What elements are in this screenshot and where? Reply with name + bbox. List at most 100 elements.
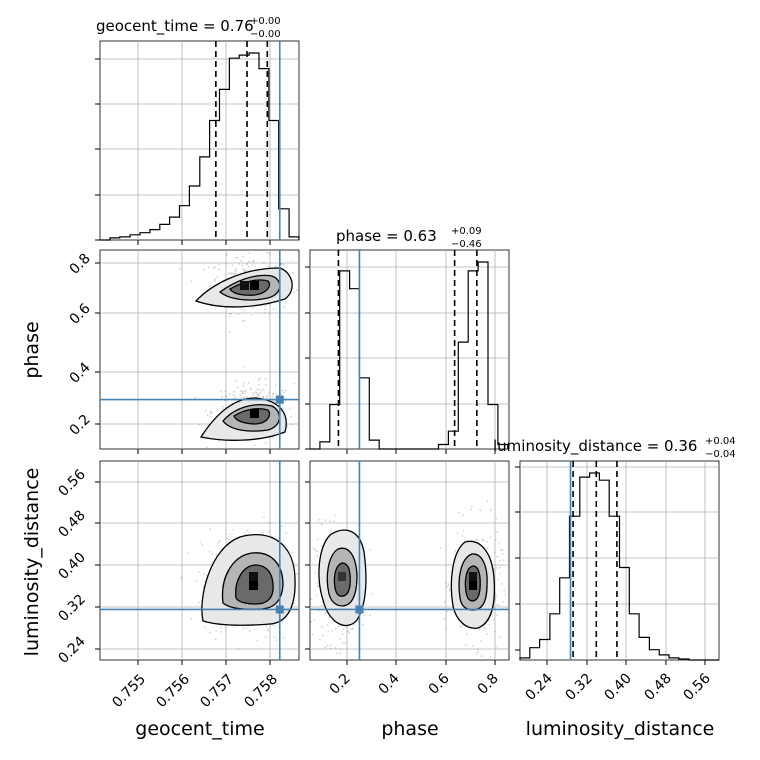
sample-point [267,266,270,268]
sample-point [331,630,334,632]
sample-point [233,394,235,397]
sample-point [197,571,200,574]
density-pixel [469,581,477,590]
sample-point [249,388,252,391]
sample-point [336,652,339,655]
title-luminosity-distance-sub: −0.04 [705,449,736,460]
sample-point [267,629,270,632]
sample-point [246,262,248,265]
sample-point [258,389,261,391]
tick-marks [95,481,271,665]
sample-point [369,549,372,551]
sample-point [346,630,349,633]
sample-point [489,536,492,539]
sample-point [320,604,323,607]
sample-point [232,390,235,393]
quantile-lines-geocent-time [215,41,269,240]
sample-point [228,315,231,318]
x-tick-label: 0.48 [641,670,674,703]
sample-point [209,528,212,531]
sample-point [264,636,267,638]
sample-point [273,624,276,627]
sample-point [271,396,274,399]
sample-point [273,308,275,311]
sample-point [261,390,263,392]
panel-luminosity-distance-vs-phase: 0.2 0.4 0.6 0.8 phase [305,460,510,740]
sample-point [282,637,285,639]
sample-point [481,538,484,541]
sample-point [252,260,254,263]
sample-point [231,272,234,275]
sample-point [470,508,472,511]
sample-point [254,391,257,393]
sample-point [243,381,246,384]
sample-point [264,378,267,380]
sample-point [190,280,193,283]
sample-point [313,619,316,621]
sample-point [293,382,296,385]
sample-point [316,585,319,588]
sample-point [281,621,284,623]
sample-point [214,638,217,641]
sample-point [493,630,496,633]
sample-point [496,645,498,648]
sample-point [221,407,224,410]
sample-point [242,309,245,312]
sample-point [497,579,499,581]
sample-point [224,390,227,393]
sample-point [482,539,485,542]
sample-point [291,259,294,262]
sample-point [236,249,239,251]
title-luminosity-distance-sup: +0.04 [705,436,736,447]
x-axis-label-phase: phase [381,718,438,740]
sample-point [342,627,345,630]
sample-point [498,541,501,544]
histogram-geocent-time [100,52,300,241]
grid [310,250,509,449]
sample-point [353,624,356,626]
sample-point [503,589,506,592]
sample-point [458,511,460,514]
sample-point [445,628,447,630]
sample-point [190,618,193,620]
y-tick-label: 0.32 [55,591,88,624]
sample-point [444,601,446,604]
sample-point [206,446,209,448]
truth-marker [275,395,284,404]
sample-point [271,393,274,396]
sample-point [281,389,283,392]
sample-point [253,628,256,631]
sample-point [341,642,344,645]
sample-point [209,284,212,287]
sample-point [198,423,201,426]
sample-point [259,391,261,394]
sample-point [236,257,239,259]
sample-point [210,410,212,413]
y-tick-label: 0.2 [67,412,94,439]
sample-point [229,533,232,536]
sample-point [234,396,237,399]
sample-point [496,531,498,534]
sample-point [219,540,222,542]
sample-point [234,272,236,275]
x-tick-label: 0.757 [197,671,237,711]
panel-phase-vs-geocent-time: 0.2 0.4 0.6 0.8 phase [21,249,300,454]
sample-point [280,263,283,265]
panel-geocent-time-hist: geocent_time = 0.76 +0.00 −0.00 [95,16,300,245]
sample-point [215,630,218,632]
x-tick-label: 0.56 [680,670,713,703]
sample-point [266,627,269,630]
sample-point [488,623,491,626]
sample-point [314,571,316,574]
sample-point [495,517,498,520]
sample-point [228,538,231,541]
sample-point [234,379,237,382]
sample-point [361,623,364,626]
tick-marks [305,481,496,665]
sample-point [295,573,298,575]
x-tick-label: 0.2 [327,671,354,698]
sample-point [245,269,248,272]
sample-point [497,604,500,607]
sample-point [363,614,366,616]
sample-point [258,377,261,379]
